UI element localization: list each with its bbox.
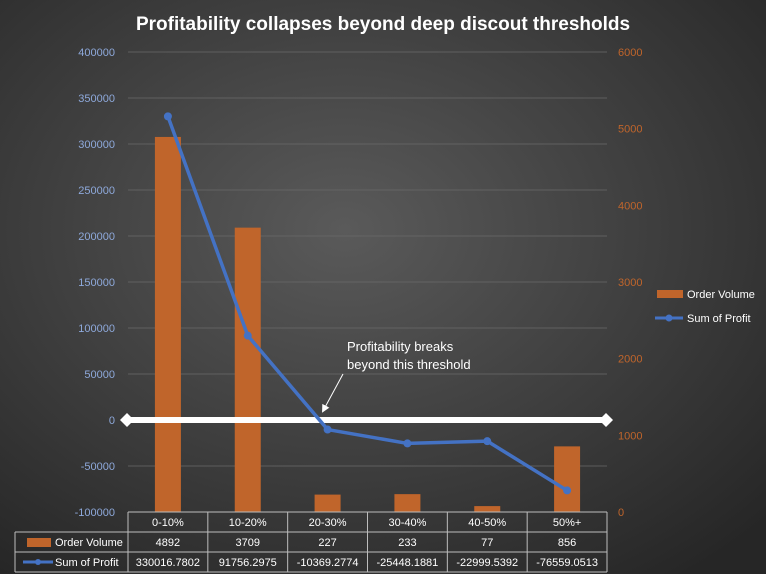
category-label: 10-20%: [229, 517, 267, 529]
bar-order-volume: [154, 136, 181, 513]
table-cell: -10369.2774: [297, 557, 359, 569]
point-sum-of-profit: [323, 425, 332, 434]
left-tick-label: 350000: [78, 93, 115, 105]
annotation: Profitability breaks beyond this thresho…: [322, 339, 471, 413]
table-cell: 3709: [236, 537, 260, 549]
table-row-label-sum-of-profit: Sum of Profit: [55, 557, 119, 569]
left-tick-label: 300000: [78, 139, 115, 151]
table-cell: -76559.0513: [536, 557, 598, 569]
right-tick-label: 4000: [618, 200, 642, 212]
category-label: 50%+: [553, 517, 581, 529]
table-cell: 856: [558, 537, 576, 549]
left-tick-label: 150000: [78, 277, 115, 289]
reference-line-diamond: [599, 413, 613, 427]
table-key-order-volume: [27, 538, 51, 547]
right-tick-label: 6000: [618, 47, 642, 59]
category-label: 30-40%: [388, 517, 426, 529]
right-tick-label: 3000: [618, 277, 642, 289]
table-cell: 77: [481, 537, 493, 549]
point-sum-of-profit: [483, 437, 492, 446]
bar-order-volume: [474, 506, 501, 512]
line-sum-of-profit: [166, 115, 569, 492]
bar-order-volume: [394, 494, 421, 512]
category-label: 40-50%: [468, 517, 506, 529]
point-sum-of-profit: [403, 439, 412, 448]
legend-swatch-order-volume: [657, 290, 683, 298]
reference-line-diamond: [120, 413, 134, 427]
right-tick-label: 2000: [618, 354, 642, 366]
legend-label-sum-of-profit: Sum of Profit: [687, 313, 751, 325]
table-row-label-order-volume: Order Volume: [55, 537, 123, 549]
point-sum-of-profit: [563, 486, 572, 495]
left-tick-label: -100000: [75, 507, 115, 519]
bar-order-volume: [314, 494, 341, 512]
table-cell: 227: [318, 537, 336, 549]
table-key-marker: [35, 559, 41, 565]
left-tick-label: 200000: [78, 231, 115, 243]
category-label: 20-30%: [309, 517, 347, 529]
point-sum-of-profit: [163, 112, 172, 121]
legend-label-order-volume: Order Volume: [687, 289, 755, 301]
annotation-arrow: [322, 373, 344, 413]
right-tick-label: 0: [618, 507, 624, 519]
left-tick-label: 0: [109, 415, 115, 427]
chart-title: Profitability collapses beyond deep disc…: [136, 14, 630, 35]
left-tick-label: 100000: [78, 323, 115, 335]
table-cell: 91756.2975: [219, 557, 277, 569]
table-cell: 4892: [156, 537, 180, 549]
left-tick-label: 250000: [78, 185, 115, 197]
right-tick-label: 5000: [618, 124, 642, 136]
right-tick-label: 1000: [618, 430, 642, 442]
table-cell: 233: [398, 537, 416, 549]
category-label: 0-10%: [152, 517, 184, 529]
bar-order-volume: [234, 227, 261, 513]
annotation-line-2: beyond this threshold: [347, 357, 471, 372]
annotation-line-1: Profitability breaks: [347, 339, 454, 354]
legend-marker-sum-of-profit: [665, 314, 673, 322]
point-sum-of-profit: [243, 331, 252, 340]
table-cell: -25448.1881: [377, 557, 439, 569]
bar-order-volume: [554, 446, 581, 512]
left-tick-label: 50000: [84, 369, 115, 381]
left-tick-label: 400000: [78, 47, 115, 59]
left-tick-label: -50000: [81, 461, 115, 473]
table-cell: 330016.7802: [136, 557, 200, 569]
table-cell: -22999.5392: [456, 557, 518, 569]
